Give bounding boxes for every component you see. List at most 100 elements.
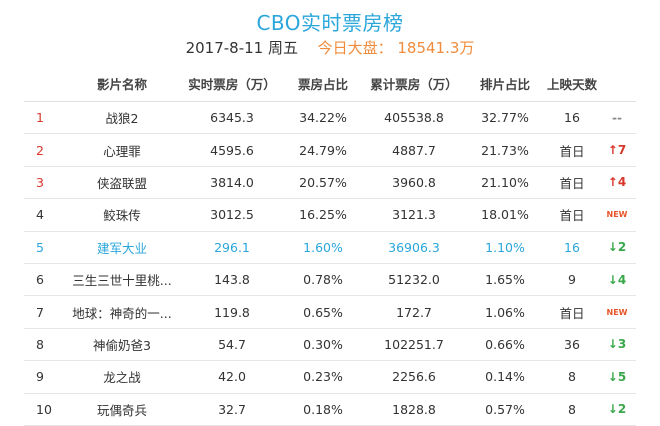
cumulative-box-office-cell: 4887.7 — [392, 142, 436, 158]
arrow-down-icon: ↓ — [607, 337, 618, 352]
rank-cell: 6 — [36, 272, 44, 288]
cumulative-box-office-cell: 51232.0 — [388, 272, 440, 288]
arrow-up-icon: ↑ — [607, 143, 618, 158]
film-name-cell[interactable]: 神偷奶爸3 — [93, 337, 151, 353]
table-row[interactable]: 8 神偷奶爸3 54.7 0.30% 102251.7 0.66% 36 ↓3 — [24, 329, 636, 362]
trend-indicator: ↑4 — [598, 175, 636, 189]
days-released-cell: 36 — [564, 336, 580, 352]
days-released-cell: 9 — [568, 272, 576, 288]
market-total-value: 18541.3万 — [397, 39, 475, 57]
cumulative-box-office-cell: 1828.8 — [392, 401, 436, 417]
schedule-share-cell: 21.73% — [481, 142, 529, 158]
table-row[interactable]: 4 鲛珠传 3012.5 16.25% 3121.3 18.01% 首日 NEW — [24, 199, 636, 232]
rank-cell: 1 — [36, 110, 44, 126]
box-office-share-cell: 0.65% — [303, 304, 343, 320]
box-office-share-cell: 0.30% — [303, 336, 343, 352]
trend-text: 7 — [617, 143, 627, 158]
days-released-cell: 16 — [564, 110, 580, 126]
table-row[interactable]: 6 三生三世十里桃... 143.8 0.78% 51232.0 1.65% 9 ↓4 — [24, 264, 636, 297]
table-row[interactable]: 7 地球：神奇的一... 119.8 0.65% 172.7 1.06% 首日 NEW — [24, 296, 636, 329]
days-released-cell: 8 — [568, 401, 576, 417]
header-film-name[interactable]: 影片名称 — [96, 77, 147, 92]
trend-text: 4 — [617, 272, 627, 287]
trend-text: NEW — [606, 210, 628, 220]
trend-indicator: NEW — [598, 210, 636, 219]
trend-text: 4 — [617, 175, 627, 190]
market-total-label: 今日大盘： — [317, 39, 393, 57]
box-office-share-cell: 1.60% — [303, 239, 343, 255]
schedule-share-cell: 18.01% — [481, 207, 529, 223]
days-released-cell: 首日 — [559, 208, 585, 224]
rank-cell: 7 — [36, 304, 44, 320]
header-realtime-box-office[interactable]: 实时票房（万） — [188, 77, 276, 92]
realtime-box-office-cell: 54.7 — [218, 336, 246, 352]
trend-text: NEW — [606, 307, 628, 317]
schedule-share-cell: 21.10% — [481, 174, 529, 190]
cumulative-box-office-cell: 36906.3 — [388, 239, 440, 255]
table-row[interactable]: 2 心理罪 4595.6 24.79% 4887.7 21.73% 首日 ↑7 — [24, 134, 636, 167]
schedule-share-cell: 1.06% — [485, 304, 525, 320]
film-name-cell[interactable]: 地球：神奇的一... — [72, 305, 172, 321]
trend-text: -- — [612, 110, 622, 125]
film-name-cell[interactable]: 战狼2 — [105, 111, 139, 127]
cumulative-box-office-cell: 405538.8 — [384, 110, 444, 126]
box-office-share-cell: 0.18% — [303, 401, 343, 417]
arrow-down-icon: ↓ — [607, 240, 618, 255]
days-released-cell: 首日 — [559, 305, 585, 321]
cumulative-box-office-cell: 3121.3 — [392, 207, 436, 223]
film-name-cell[interactable]: 建军大业 — [96, 240, 147, 256]
schedule-share-cell: 1.10% — [485, 239, 525, 255]
schedule-share-cell: 0.66% — [485, 336, 525, 352]
schedule-share-cell: 0.14% — [485, 369, 525, 385]
film-name-cell[interactable]: 鲛珠传 — [103, 208, 141, 224]
film-name-cell[interactable]: 三生三世十里桃... — [72, 273, 172, 289]
trend-indicator: -- — [598, 111, 636, 125]
rank-cell: 10 — [36, 401, 52, 417]
trend-indicator: ↓3 — [598, 337, 636, 351]
rank-cell: 3 — [36, 174, 44, 190]
film-name-cell[interactable]: 侠盗联盟 — [96, 175, 147, 191]
box-office-share-cell: 16.25% — [299, 207, 347, 223]
box-office-share-cell: 20.57% — [299, 174, 347, 190]
arrow-up-icon: ↑ — [607, 175, 618, 190]
arrow-down-icon: ↓ — [607, 369, 618, 384]
box-office-share-cell: 24.79% — [299, 142, 347, 158]
trend-text: 2 — [617, 240, 627, 255]
cumulative-box-office-cell: 2256.6 — [392, 369, 436, 385]
realtime-box-office-cell: 4595.6 — [210, 142, 254, 158]
film-name-cell[interactable]: 心理罪 — [103, 143, 141, 159]
box-office-share-cell: 0.23% — [303, 369, 343, 385]
days-released-cell: 16 — [564, 239, 580, 255]
table-row[interactable]: 10 玩偶奇兵 32.7 0.18% 1828.8 0.57% 8 ↓2 — [24, 394, 636, 426]
schedule-share-cell: 1.65% — [485, 272, 525, 288]
film-name-cell[interactable]: 龙之战 — [103, 370, 141, 386]
table-row[interactable]: 1 战狼2 6345.3 34.22% 405538.8 32.77% 16 -- — [24, 102, 636, 135]
box-office-share-cell: 34.22% — [299, 110, 347, 126]
rank-cell: 5 — [36, 239, 44, 255]
trend-indicator: ↓2 — [598, 240, 636, 254]
trend-text: 3 — [617, 337, 627, 352]
trend-text: 5 — [617, 369, 627, 384]
days-released-cell: 8 — [568, 369, 576, 385]
header-box-office-share[interactable]: 票房占比 — [297, 77, 348, 92]
realtime-box-office-cell: 6345.3 — [210, 110, 254, 126]
header-schedule-share[interactable]: 排片占比 — [479, 77, 530, 92]
date-label: 2017-8-11 周五 — [185, 39, 298, 57]
arrow-down-icon: ↓ — [607, 272, 618, 287]
realtime-box-office-cell: 143.8 — [214, 272, 250, 288]
header-cumulative-box-office[interactable]: 累计票房（万） — [370, 77, 458, 92]
trend-indicator: NEW — [598, 308, 636, 317]
table-body: 1 战狼2 6345.3 34.22% 405538.8 32.77% 16 -- 2 心理罪 45… — [24, 102, 636, 426]
rank-cell: 2 — [36, 142, 44, 158]
trend-indicator: ↓5 — [598, 370, 636, 384]
table-row[interactable]: 9 龙之战 42.0 0.23% 2256.6 0.14% 8 ↓5 — [24, 361, 636, 394]
realtime-box-office-cell: 3012.5 — [210, 207, 254, 223]
days-released-cell: 首日 — [559, 175, 585, 191]
film-name-cell[interactable]: 玩偶奇兵 — [96, 402, 147, 418]
box-office-share-cell: 0.78% — [303, 272, 343, 288]
realtime-box-office-cell: 119.8 — [214, 304, 250, 320]
table-row[interactable]: 5 建军大业 296.1 1.60% 36906.3 1.10% 16 ↓2 — [24, 232, 636, 264]
table-row[interactable]: 3 侠盗联盟 3814.0 20.57% 3960.8 21.10% 首日 ↑4 — [24, 167, 636, 200]
realtime-box-office-cell: 32.7 — [218, 401, 246, 417]
header-days-released[interactable]: 上映天数 — [546, 77, 597, 92]
